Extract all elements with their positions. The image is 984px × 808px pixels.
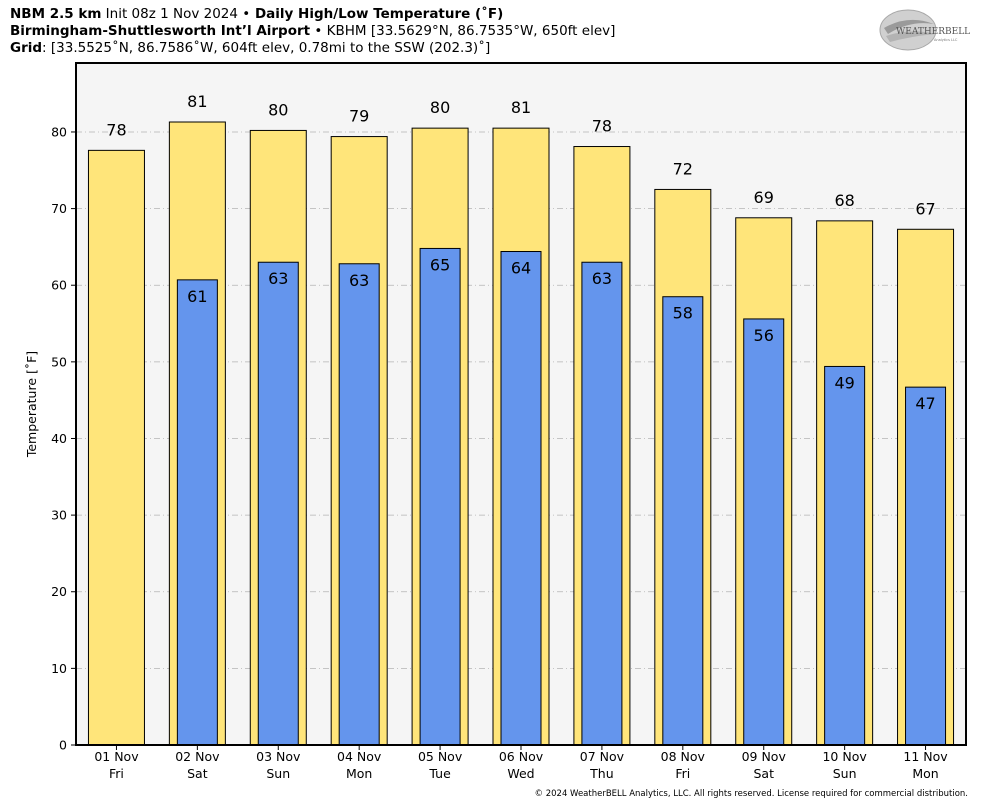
low-temp-label: 63 (592, 269, 612, 288)
chart-title-line1: NBM 2.5 km Init 08z 1 Nov 2024 • Daily H… (10, 6, 503, 23)
high-temp-bar (87, 149, 145, 746)
y-tick-label: 50 (51, 354, 67, 369)
model-name: NBM 2.5 km (10, 6, 102, 22)
x-tick-label-date: 10 Nov (822, 749, 867, 764)
y-tick-label: 60 (51, 278, 67, 293)
high-temp-label: 80 (430, 98, 450, 117)
chart-title-line3: Grid: [33.5525˚N, 86.7586˚W, 604ft elev,… (10, 40, 490, 57)
x-tick-label-date: 08 Nov (661, 749, 706, 764)
low-temp-label: 58 (673, 304, 693, 323)
logo-text-main: WEATHERBELL (896, 27, 970, 37)
x-tick-label-day: Wed (507, 766, 534, 781)
init-time: Init 08z 1 Nov 2024 (101, 6, 243, 22)
grid-label: Grid (10, 40, 43, 56)
low-temp-bar (905, 386, 947, 746)
y-tick-label: 70 (51, 201, 67, 216)
low-temp-label: 56 (754, 326, 774, 345)
plot-frame (75, 62, 967, 746)
y-tick-label: 0 (59, 738, 67, 753)
y-tick-label: 10 (51, 661, 67, 676)
low-temp-bar (743, 318, 785, 746)
high-temp-label: 78 (106, 120, 126, 139)
low-temp-bar (338, 263, 380, 746)
high-temp-label: 80 (268, 100, 288, 119)
low-temp-label: 63 (268, 269, 288, 288)
x-tick-label-date: 04 Nov (337, 749, 382, 764)
high-temp-label: 68 (834, 191, 854, 210)
low-temp-label: 49 (834, 373, 854, 392)
product-name: Daily High/Low Temperature (˚F) (250, 6, 504, 22)
low-temp-label: 64 (511, 259, 531, 278)
station-bullet: • (310, 23, 327, 39)
low-temp-label: 61 (187, 287, 207, 306)
logo-text-sub: Analytics LLC (934, 38, 958, 42)
y-axis-label: Temperature [˚F] (24, 351, 39, 458)
x-tick-label-date: 09 Nov (742, 749, 787, 764)
x-tick-label-day: Sat (753, 766, 774, 781)
x-tick-label-day: Sun (266, 766, 290, 781)
x-tick-label-day: Fri (109, 766, 124, 781)
high-temp-label: 81 (511, 98, 531, 117)
x-tick-label-day: Sun (833, 766, 857, 781)
x-tick-label-day: Mon (912, 766, 938, 781)
x-tick-label-date: 03 Nov (256, 749, 301, 764)
x-tick-label-date: 07 Nov (580, 749, 625, 764)
x-tick-label-day: Sat (187, 766, 208, 781)
x-tick-label-date: 05 Nov (418, 749, 463, 764)
x-tick-label-day: Thu (589, 766, 613, 781)
x-tick-label-day: Tue (428, 766, 451, 781)
x-tick-label-date: 02 Nov (175, 749, 220, 764)
axes: 0 10 20 30 40 50 60 70 80 01 Nov Fri 02 Nov Sat 03 No… (51, 124, 948, 781)
high-temp-label: 69 (754, 188, 774, 207)
low-temp-bar (176, 279, 218, 746)
y-tick-label: 20 (51, 584, 67, 599)
low-temp-label: 47 (915, 394, 935, 413)
low-temp-bar (824, 365, 866, 746)
high-temp-label: 81 (187, 92, 207, 111)
high-temp-label: 67 (915, 199, 935, 218)
low-temp-bar (419, 247, 461, 746)
x-tick-label-date: 11 Nov (903, 749, 948, 764)
high-temp-label: 72 (673, 159, 693, 178)
high-temp-label: 78 (592, 117, 612, 136)
y-tick-label: 30 (51, 508, 67, 523)
low-temp-bar (257, 261, 299, 746)
y-tick-label: 40 (51, 431, 67, 446)
x-tick-label-day: Mon (346, 766, 372, 781)
station-name: Birmingham-Shuttlesworth Int’l Airport (10, 23, 311, 39)
x-tick-label-date: 06 Nov (499, 749, 544, 764)
copyright-notice: © 2024 WeatherBELL Analytics, LLC. All r… (534, 789, 968, 799)
x-tick-label-day: Fri (675, 766, 690, 781)
station-info: KBHM [33.5629°N, 86.7535°W, 650ft elev] (326, 23, 616, 39)
low-temp-bar (581, 261, 623, 746)
weatherbell-logo: WEATHERBELL Analytics LLC (879, 9, 970, 51)
x-tick-label-date: 01 Nov (94, 749, 139, 764)
low-temp-bar (662, 296, 704, 746)
high-temp-label: 79 (349, 107, 369, 126)
low-temp-bar (500, 251, 542, 746)
chart-title-line2: Birmingham-Shuttlesworth Int’l Airport •… (10, 23, 615, 40)
title-bullet: • (242, 6, 251, 22)
low-temp-label: 63 (349, 271, 369, 290)
low-temp-label: 65 (430, 255, 450, 274)
grid-info: : [33.5525˚N, 86.7586˚W, 604ft elev, 0.7… (42, 40, 491, 56)
y-tick-label: 80 (51, 124, 67, 139)
bars: 78 81 61 80 63 79 63 80 65 81 64 78 63 72 58 69 56 68 49 67… (87, 92, 955, 746)
